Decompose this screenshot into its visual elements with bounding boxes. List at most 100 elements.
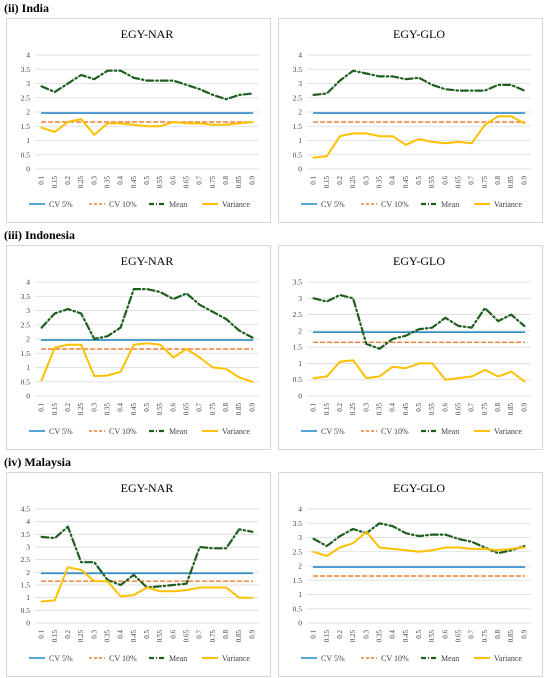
series-line-mean [40, 287, 254, 341]
chart-malaysia-egy-nar: EGY-NAR 0 0.5 1 1.5 2 2.5 3 3.5 4 4.5 0.1 0.15 0.2 0.2… [21, 481, 259, 663]
x-tick-label: 0.1 [310, 630, 318, 639]
x-tick-label: 0.5 [415, 176, 423, 185]
y-tick-label: 2 [26, 108, 30, 117]
y-tick-label: 1.5 [21, 581, 31, 590]
x-tick-label: 0.55 [156, 630, 164, 643]
y-tick-label: 0.5 [293, 604, 303, 613]
x-tick-label: 0.7 [196, 630, 204, 639]
series-line-variance [40, 566, 254, 603]
y-tick-label: 1 [298, 590, 302, 599]
y-tick-label: 2 [298, 562, 302, 571]
legend-label-cv-10: CV 10% [109, 654, 137, 663]
series-line-variance [312, 530, 526, 557]
series-line-mean [312, 293, 526, 350]
x-tick-label: 0.25 [349, 176, 357, 189]
y-tick-label: 3.5 [293, 278, 303, 287]
y-tick-label: 3 [298, 533, 302, 542]
y-tick-label: 3.5 [293, 519, 303, 528]
x-tick-label: 0.45 [130, 630, 138, 643]
x-tick-label: 0.8 [222, 176, 230, 185]
x-tick-label: 0.6 [441, 176, 449, 185]
legend-label-cv-5: CV 5% [49, 200, 73, 209]
x-tick-label: 0.55 [428, 403, 436, 416]
y-tick-label: 3 [26, 306, 30, 315]
x-tick-label: 0.65 [455, 403, 463, 416]
x-tick-label: 0.1 [38, 630, 46, 639]
chart-title: EGY-NAR [121, 481, 174, 495]
legend-label-mean: Mean [169, 654, 187, 663]
chart-india-egy-nar: EGY-NAR 0 0.5 1 1.5 2 2.5 3 3.5 4 0.1 0.15 0.2 0.25 0.… [21, 27, 259, 209]
y-tick-label: 1 [26, 593, 30, 602]
y-tick-label: 1.5 [293, 576, 303, 585]
y-tick-label: 2.5 [21, 320, 31, 329]
x-tick-label: 0.45 [402, 403, 410, 416]
x-tick-label: 0.5 [143, 403, 151, 412]
x-tick-label: 0.85 [235, 176, 243, 189]
x-tick-label: 0.15 [51, 176, 59, 189]
x-tick-label: 0.75 [209, 176, 217, 189]
y-tick-label: 1 [26, 363, 30, 372]
y-tick-label: 2.5 [293, 310, 303, 319]
chart-title: EGY-GLO [393, 27, 445, 41]
x-tick-label: 0.7 [468, 176, 476, 185]
y-tick-label: 3 [26, 543, 30, 552]
x-tick-label: 0.25 [349, 403, 357, 416]
legend-label-cv-10: CV 10% [381, 654, 409, 663]
series-line-variance [40, 118, 254, 136]
y-tick-label: 0.5 [293, 150, 303, 159]
x-tick-label: 0.3 [362, 176, 370, 185]
x-tick-label: 0.75 [481, 403, 489, 416]
legend-label-mean: Mean [441, 427, 459, 436]
y-tick-label: 2.5 [293, 93, 303, 102]
y-tick-label: 2 [298, 326, 302, 335]
series-line-variance [312, 115, 526, 159]
x-tick-label: 0.3 [90, 630, 98, 639]
chart-panel-indonesia-egy-nar: EGY-NAR 0 0.5 1 1.5 2 2.5 3 3.5 4 0.1 0.15 0.2 0.25 0.… [6, 245, 271, 450]
series-line-mean [40, 525, 254, 589]
chart-title: EGY-NAR [121, 254, 174, 268]
x-tick-label: 0.2 [336, 176, 344, 185]
legend-label-mean: Mean [441, 200, 459, 209]
y-tick-label: 0.5 [21, 150, 31, 159]
x-tick-label: 0.25 [77, 403, 85, 416]
x-tick-label: 0.7 [468, 630, 476, 639]
y-tick-label: 3.5 [21, 65, 31, 74]
x-tick-label: 0.9 [520, 630, 528, 639]
x-tick-label: 0.2 [64, 176, 72, 185]
y-tick-label: 1.5 [21, 122, 31, 131]
x-tick-label: 0.35 [103, 630, 111, 643]
x-tick-label: 0.55 [156, 176, 164, 189]
x-tick-label: 0.1 [38, 403, 46, 412]
legend-label-cv-10: CV 10% [109, 427, 137, 436]
series-line-mean [312, 69, 526, 97]
y-tick-label: 0 [298, 619, 302, 628]
legend-label-cv-5: CV 5% [321, 654, 345, 663]
chart-title: EGY-GLO [393, 481, 445, 495]
section-title-indonesia: (iii) Indonesia [4, 228, 76, 242]
section-title-india: (ii) India [4, 1, 50, 15]
legend-label-mean: Mean [169, 427, 187, 436]
x-tick-label: 0.35 [375, 176, 383, 189]
chart-indonesia-egy-glo: EGY-GLO 0 0.5 1 1.5 2 2.5 3 3.5 0.1 0.15 0.2 0.25 0.3… [293, 254, 531, 436]
y-tick-label: 2.5 [21, 555, 31, 564]
x-tick-label: 0.7 [196, 176, 204, 185]
x-tick-label: 0.75 [209, 403, 217, 416]
y-tick-label: 0 [26, 165, 30, 174]
x-tick-label: 0.85 [507, 176, 515, 189]
x-tick-label: 0.2 [64, 630, 72, 639]
x-tick-label: 0.9 [248, 176, 256, 185]
y-tick-label: 0 [26, 392, 30, 401]
x-tick-label: 0.3 [90, 176, 98, 185]
legend-label-cv-5: CV 5% [49, 427, 73, 436]
legend-label-variance: Variance [222, 654, 250, 663]
y-tick-label: 1 [298, 136, 302, 145]
x-tick-label: 0.35 [375, 630, 383, 643]
x-tick-label: 0.2 [336, 630, 344, 639]
chart-title: EGY-GLO [393, 254, 445, 268]
x-tick-label: 0.2 [336, 403, 344, 412]
x-tick-label: 0.55 [428, 176, 436, 189]
chart-panel-india-egy-nar: EGY-NAR 0 0.5 1 1.5 2 2.5 3 3.5 4 0.1 0.15 0.2 0.25 0.… [6, 18, 271, 223]
x-tick-label: 0.4 [117, 176, 125, 185]
y-tick-label: 4 [26, 51, 30, 60]
x-tick-label: 0.35 [103, 176, 111, 189]
